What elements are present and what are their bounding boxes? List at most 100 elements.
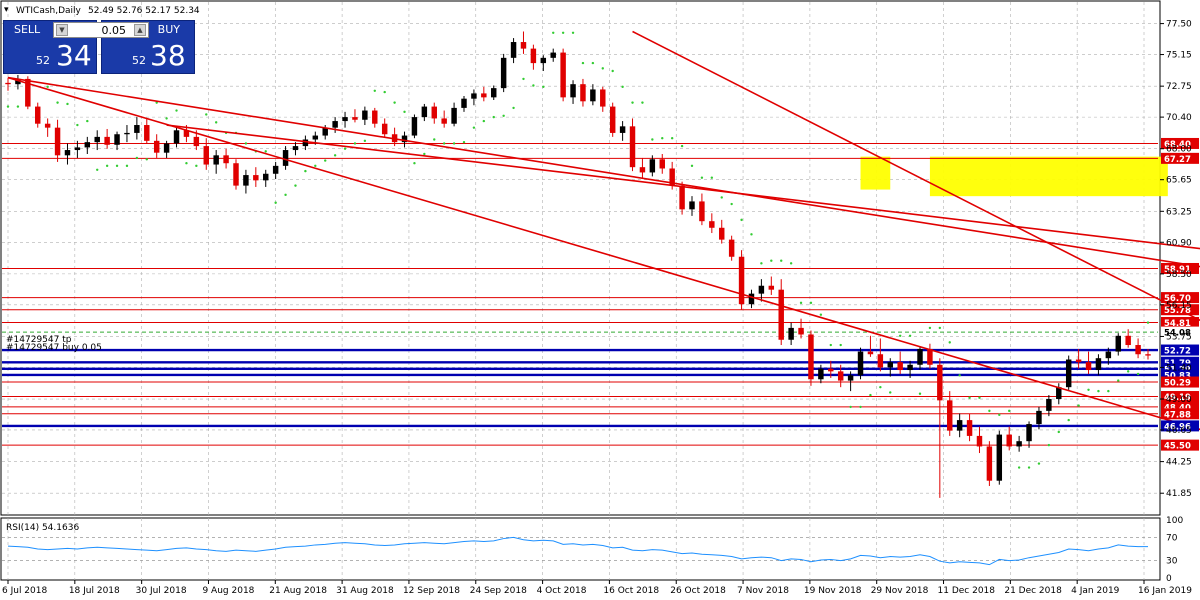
x-tick-label: 4 Jan 2019 — [1071, 586, 1119, 596]
psar-dot — [274, 201, 277, 204]
highlight-zone — [929, 156, 1168, 197]
psar-dot — [363, 139, 367, 143]
psar-dot — [670, 136, 674, 140]
trendline — [166, 124, 1200, 250]
price-level-tag-bg — [1161, 356, 1199, 368]
candle-body — [471, 93, 477, 99]
price-level-tag: 54.08 — [1161, 326, 1199, 339]
candle-body — [1016, 441, 1022, 447]
candle-body — [768, 285, 775, 290]
psar-dot — [889, 391, 892, 394]
price-level-text: 67.27 — [1164, 155, 1191, 165]
price-level-tag: 54.81 — [1161, 316, 1199, 329]
candle-body — [728, 239, 735, 257]
candle-body — [1075, 359, 1082, 363]
price-level-tag: 55.78 — [1161, 304, 1199, 316]
price-level-text: 58.91 — [1164, 265, 1191, 275]
psar-dot — [611, 69, 614, 73]
candles — [5, 31, 1151, 498]
chart-menu-arrow-icon[interactable]: ▾ — [4, 5, 9, 15]
candle-body — [74, 147, 81, 151]
candle-body — [719, 227, 725, 240]
candle-body — [917, 348, 923, 365]
psar-dot — [56, 101, 59, 104]
psar-dot — [353, 142, 357, 145]
psar-dot — [1107, 389, 1110, 393]
price-level-text: 68.40 — [1164, 140, 1191, 150]
psar-dot — [631, 101, 634, 104]
psar-dot — [165, 117, 168, 120]
psar-dot — [1117, 379, 1120, 382]
psar-dot — [512, 106, 515, 110]
psar-dot — [601, 67, 604, 70]
candle-body — [639, 167, 646, 173]
psar-dot — [333, 154, 337, 157]
buy-label: BUY — [157, 23, 180, 36]
psar-dot — [1126, 370, 1130, 373]
candle-body — [609, 106, 616, 133]
candle-body — [441, 118, 447, 124]
psar-dot — [6, 105, 10, 108]
x-tick-label: 16 Jan 2019 — [1138, 586, 1192, 596]
candle-body — [709, 221, 715, 228]
trendlines — [7, 30, 1200, 431]
sell-price-prefix: 52 — [36, 54, 50, 67]
candle-body — [401, 135, 408, 143]
candle-body — [1056, 387, 1062, 400]
price-level-tag: 50.29 — [1161, 376, 1199, 389]
order-buy-label: #14729547 buy 0.05 — [6, 343, 102, 353]
psar-dot — [918, 392, 922, 395]
candle-body — [907, 364, 913, 371]
y-tick-label: 58.50 — [1166, 270, 1192, 280]
candle-body — [1036, 410, 1042, 425]
price-level-tag-bg — [1161, 326, 1199, 338]
ohlc-values: 52.49 52.76 52.17 52.34 — [88, 6, 200, 16]
price-level-tag-bg — [1161, 408, 1199, 420]
psar-dot — [46, 85, 49, 89]
x-tick-label: 11 Dec 2018 — [938, 586, 996, 596]
price-level-text: 45.50 — [1164, 442, 1191, 452]
price-level-tag-bg — [1161, 391, 1199, 403]
x-tick-label: 16 Oct 2018 — [603, 586, 659, 596]
psar-dot — [591, 61, 595, 65]
lot-increase-icon[interactable]: ▲ — [134, 24, 146, 36]
lot-decrease-icon[interactable]: ▼ — [56, 24, 68, 36]
buy-price-main: 38 — [150, 39, 186, 72]
candle-body — [263, 173, 269, 181]
price-level-text: 50.29 — [1164, 379, 1191, 389]
candle-body — [461, 98, 467, 108]
psar-dot — [76, 123, 79, 127]
psar-dot — [849, 405, 852, 409]
y-tick-label: 70.40 — [1166, 113, 1192, 123]
candle-body — [956, 420, 963, 431]
candle-body — [629, 126, 636, 168]
psar-dot — [1047, 443, 1051, 447]
candle-body — [173, 130, 180, 144]
x-tick-label: 19 Nov 2018 — [804, 586, 862, 596]
price-level-tag: 46.96 — [1161, 420, 1199, 432]
psar-dot — [780, 259, 783, 262]
psar-dot — [908, 334, 912, 337]
price-level-text: 47.88 — [1164, 410, 1191, 420]
price-level-tag-bg — [1161, 401, 1199, 413]
price-level-tag: 67.27 — [1161, 152, 1199, 165]
candle-body — [1115, 335, 1121, 352]
candle-body — [1135, 345, 1141, 355]
rsi-panel: 100 70 30 0 — [2, 516, 1183, 584]
psar-dot — [413, 162, 416, 165]
price-level-tag-bg — [1161, 262, 1199, 274]
y-tick-label: 41.85 — [1166, 489, 1192, 499]
price-level-text: 49.19 — [1164, 393, 1191, 403]
candle-body — [1006, 434, 1012, 447]
psar-dot — [403, 110, 406, 114]
highlight-zone — [860, 156, 891, 190]
candle-body — [590, 89, 596, 102]
lot-size-input[interactable]: ▼ 0.05 ▲ — [53, 22, 149, 38]
price-levels — [2, 142, 1158, 446]
candle-body — [927, 348, 933, 365]
candle-body — [84, 142, 91, 148]
price-level-tag-bg — [1161, 439, 1199, 451]
candle-body — [1095, 358, 1102, 371]
